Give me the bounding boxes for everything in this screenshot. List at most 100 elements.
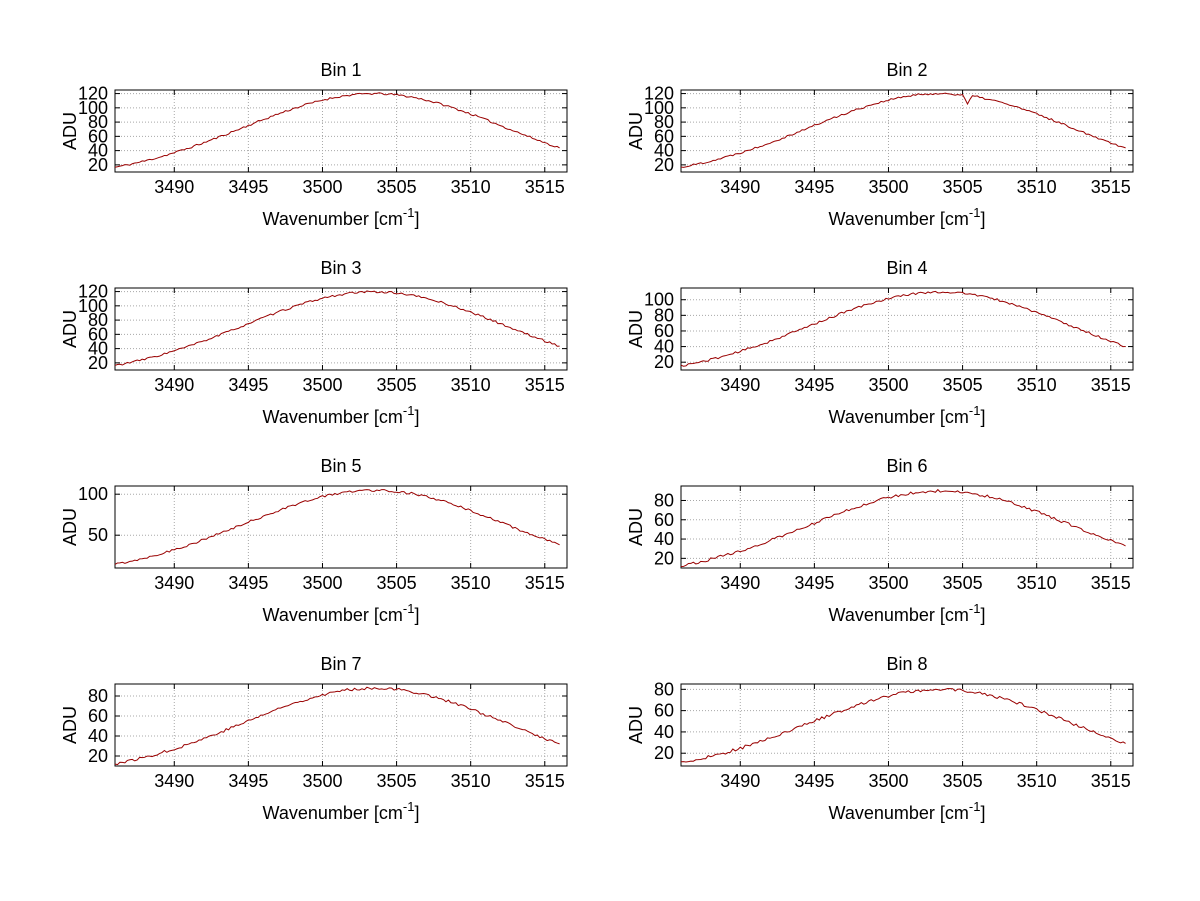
y-tick-label: 60 [654, 321, 674, 341]
subplot-title: Bin 8 [886, 654, 927, 674]
x-tick-label: 3500 [302, 375, 342, 395]
subplot-bin-1: 3490 3495 3500 3505 3510 3515 20 40 60 80 100 120 Bi… [60, 40, 600, 238]
x-axis-label-superscript: -1 [969, 403, 981, 418]
y-tick-label: 60 [88, 126, 108, 146]
x-tick-label: 3490 [154, 573, 194, 593]
subplot-bin-5: 3490 3495 3500 3505 3510 3515 50 100 Bin 5 ADU Wav… [60, 436, 600, 634]
x-axis-label: Wavenumber [cm-1] [263, 799, 420, 823]
x-tick-label: 3515 [525, 177, 565, 197]
y-tick-label: 50 [88, 525, 108, 545]
y-tick-label: 60 [654, 126, 674, 146]
y-axis-label: ADU [626, 508, 646, 546]
subplot-bin-2: 3490 3495 3500 3505 3510 3515 20 40 60 80 100 120 Bi… [626, 40, 1166, 238]
plot-box [680, 683, 1134, 767]
series-line [680, 688, 1126, 763]
plot-box [680, 485, 1134, 569]
x-tick-label: 3495 [794, 573, 834, 593]
y-tick-label: 100 [644, 290, 674, 310]
x-tick-label: 3495 [228, 771, 268, 791]
y-tick-label: 80 [654, 679, 674, 699]
y-tick-label: 80 [654, 490, 674, 510]
series-line [114, 489, 560, 565]
x-tick-label: 3490 [720, 573, 760, 593]
x-tick-label: 3505 [943, 177, 983, 197]
plot-box [114, 485, 568, 569]
x-axis-label-prefix: Wavenumber [cm [829, 407, 969, 427]
x-tick-label: 3515 [525, 375, 565, 395]
x-tick-label: 3510 [1017, 177, 1057, 197]
y-axis-label: ADU [626, 112, 646, 150]
y-axis-label: ADU [626, 706, 646, 744]
x-tick-label: 3495 [228, 573, 268, 593]
x-axis-label-suffix: ] [980, 407, 985, 427]
x-axis-label-suffix: ] [414, 209, 419, 229]
x-tick-label: 3490 [720, 771, 760, 791]
x-tick-label: 3505 [377, 771, 417, 791]
x-axis-label: Wavenumber [cm-1] [263, 205, 420, 229]
subplot-title: Bin 5 [320, 456, 361, 476]
x-axis-label-superscript: -1 [969, 205, 981, 220]
series-line [680, 92, 1126, 168]
x-axis-label: Wavenumber [cm-1] [829, 205, 986, 229]
x-axis-label-suffix: ] [414, 605, 419, 625]
x-tick-label: 3500 [868, 177, 908, 197]
subplot-bin-7: 3490 3495 3500 3505 3510 3515 20 40 60 80 Bin 7 ADU… [60, 634, 600, 832]
x-tick-label: 3490 [720, 177, 760, 197]
x-tick-label: 3510 [1017, 771, 1057, 791]
x-tick-label: 3515 [525, 573, 565, 593]
subplot-bin-6: 3490 3495 3500 3505 3510 3515 20 40 60 80 Bin 6 ADU… [626, 436, 1166, 634]
x-axis-label-superscript: -1 [403, 601, 415, 616]
y-tick-label: 40 [88, 726, 108, 746]
series-line [114, 290, 560, 366]
y-tick-label: 40 [654, 337, 674, 357]
x-tick-label: 3500 [302, 573, 342, 593]
y-tick-label: 120 [644, 84, 674, 104]
x-tick-label: 3515 [1091, 573, 1131, 593]
x-axis-label: Wavenumber [cm-1] [263, 601, 420, 625]
subplot-bin-8: 3490 3495 3500 3505 3510 3515 20 40 60 80 Bin 8 ADU… [626, 634, 1166, 832]
subplot-title: Bin 3 [320, 258, 361, 278]
x-tick-label: 3500 [302, 177, 342, 197]
series-line [680, 488, 1126, 568]
y-tick-label: 20 [654, 155, 674, 175]
y-tick-label: 40 [654, 722, 674, 742]
y-axis-label: ADU [626, 310, 646, 348]
x-axis-label: Wavenumber [cm-1] [829, 601, 986, 625]
x-axis-label-suffix: ] [414, 407, 419, 427]
plot-box [680, 287, 1134, 371]
x-tick-label: 3515 [1091, 771, 1131, 791]
y-tick-label: 40 [654, 529, 674, 549]
y-tick-label: 20 [654, 743, 674, 763]
x-tick-label: 3515 [1091, 375, 1131, 395]
x-axis-label-superscript: -1 [403, 403, 415, 418]
subplot-title: Bin 4 [886, 258, 927, 278]
y-tick-label: 100 [78, 98, 108, 118]
x-tick-label: 3505 [377, 375, 417, 395]
x-axis-label: Wavenumber [cm-1] [829, 799, 986, 823]
y-tick-label: 80 [88, 112, 108, 132]
plot-box [114, 89, 568, 173]
x-tick-label: 3510 [451, 771, 491, 791]
x-tick-label: 3495 [794, 771, 834, 791]
y-tick-label: 60 [88, 324, 108, 344]
y-tick-label: 20 [654, 352, 674, 372]
x-tick-label: 3505 [943, 375, 983, 395]
y-tick-label: 80 [88, 686, 108, 706]
x-tick-label: 3510 [1017, 573, 1057, 593]
y-tick-label: 100 [78, 484, 108, 504]
x-axis-label: Wavenumber [cm-1] [829, 403, 986, 427]
x-tick-label: 3495 [228, 177, 268, 197]
y-tick-label: 80 [654, 112, 674, 132]
x-tick-label: 3495 [228, 375, 268, 395]
y-tick-label: 20 [88, 746, 108, 766]
x-tick-label: 3500 [868, 375, 908, 395]
x-tick-label: 3500 [868, 573, 908, 593]
y-axis-label: ADU [60, 310, 80, 348]
